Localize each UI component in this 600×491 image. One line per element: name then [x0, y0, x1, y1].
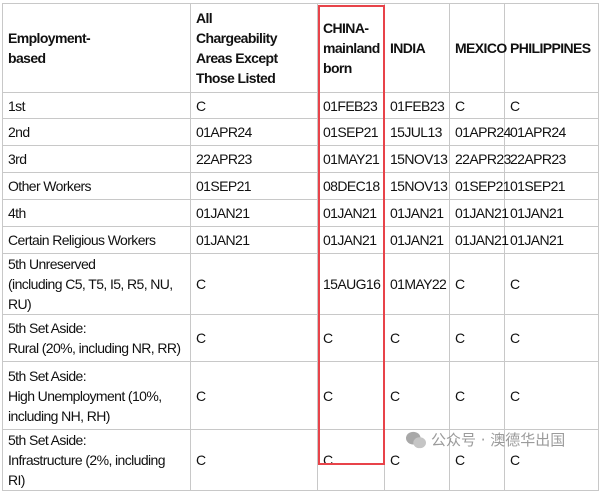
header-all-areas: All Chargeability Areas Except Those Lis…: [190, 3, 318, 93]
cell-value: C: [449, 92, 505, 119]
cell-value: C: [384, 361, 450, 430]
cell-value: 01JAN21: [384, 199, 450, 227]
cell-value: 01JAN21: [504, 226, 599, 254]
cell-value: 08DEC18: [317, 172, 385, 200]
cell-value: 01SEP21: [317, 118, 385, 146]
row-label-line: including NH, RH): [8, 407, 110, 424]
header-mexico: MEXICO: [449, 3, 507, 93]
cell-value: 22APR23: [504, 145, 599, 173]
table-row: 5th Unreserved (including C5, T5, I5, R5,…: [2, 253, 599, 315]
cell-value: C: [504, 253, 599, 315]
cell-value: C: [449, 314, 505, 362]
cell-value: 01JAN21: [504, 199, 599, 227]
row-label: 5th Set Aside: Infrastructure (2%, includ…: [2, 429, 191, 491]
header-text: Employment-based: [8, 30, 91, 66]
cell-value: C: [449, 253, 505, 315]
cell-value: C: [190, 253, 318, 315]
watermark: 公众号 · 澳德华出国: [405, 429, 565, 450]
header-row: Employment-based All Chargeability Areas…: [2, 3, 599, 93]
cell-value: 01JAN21: [449, 199, 509, 227]
cell-value: C: [317, 314, 385, 362]
cell-value: 15JUL13: [384, 118, 450, 146]
cell-value: C: [504, 314, 599, 362]
table-row: 3rd 22APR23 01MAY21 15NOV13 22APR23 22APR23: [2, 145, 599, 173]
wechat-icon: [406, 431, 426, 448]
cell-value: 01APR24: [190, 118, 318, 146]
watermark-text: 公众号 · 澳德华出国: [431, 431, 566, 449]
cell-value: C: [190, 361, 318, 430]
header-category: Employment-based: [2, 3, 191, 93]
cell-value: 15NOV13: [384, 145, 450, 173]
cell-value: 01APR24: [449, 118, 511, 146]
cell-value: 15AUG16: [317, 253, 385, 315]
row-label: 4th: [2, 199, 191, 227]
cell-value: C: [190, 314, 318, 362]
cell-value: C: [317, 429, 385, 491]
cell-value: C: [190, 429, 318, 491]
cell-value: 01JAN21: [190, 226, 318, 254]
header-philippines: PHILIPPINES: [504, 3, 599, 93]
cell-value: C: [449, 361, 505, 430]
row-label: 2nd: [2, 118, 191, 146]
row-label: 5th Set Aside: Rural (20%, including NR, …: [2, 314, 191, 362]
cell-value: 01APR24: [504, 118, 599, 146]
row-label-line: 5th Set Aside:: [8, 367, 87, 384]
table-row: Other Workers 01SEP21 08DEC18 15NOV13 01SEP2…: [2, 172, 599, 200]
header-text: All Chargeability Areas Except Those Lis…: [196, 10, 278, 86]
cell-value: 01JAN21: [190, 199, 318, 227]
cell-value: 01JAN21: [317, 226, 385, 254]
row-label: 3rd: [2, 145, 191, 173]
cell-value: 15NOV13: [384, 172, 450, 200]
cell-value: 01SEP21: [449, 172, 511, 200]
cell-value: C: [384, 314, 450, 362]
cell-value: C: [190, 92, 318, 119]
header-india: INDIA: [384, 3, 450, 93]
cell-value: 01JAN21: [317, 199, 385, 227]
row-label: 5th Unreserved (including C5, T5, I5, R5,…: [2, 253, 191, 315]
cell-value: C: [504, 361, 599, 430]
cell-value: 01JAN21: [384, 226, 450, 254]
header-text: CHINA-mainland born: [323, 20, 380, 76]
row-label: Other Workers: [2, 172, 191, 200]
cell-value: 01JAN21: [449, 226, 509, 254]
visa-bulletin-table: Employment-based All Chargeability Areas…: [2, 3, 599, 491]
row-label-line: (including C5, T5, I5, R5, NU, RU): [8, 276, 173, 312]
cell-value: 01FEB23: [384, 92, 450, 119]
cell-value: C: [504, 92, 599, 119]
row-label: 5th Set Aside: High Unemployment (10%, inc…: [2, 361, 191, 430]
cell-value: 01MAY21: [317, 145, 385, 173]
cell-value: 01FEB23: [317, 92, 385, 119]
row-label-line: High Unemployment (10%,: [8, 387, 162, 404]
header-china: CHINA-mainland born: [317, 3, 385, 93]
table-row: Certain Religious Workers 01JAN21 01JAN21 0…: [2, 226, 599, 254]
row-label: Certain Religious Workers: [2, 226, 191, 254]
table-row: 1st C 01FEB23 01FEB23 C C: [2, 92, 599, 119]
row-label-line: Rural (20%, including NR, RR): [8, 340, 181, 356]
table-row: 5th Set Aside: Rural (20%, including NR, …: [2, 314, 599, 362]
row-label-line: 5th Set Aside:: [8, 320, 87, 336]
cell-value: 22APR23: [190, 145, 318, 173]
row-label: 1st: [2, 92, 191, 119]
row-label-line: 5th Set Aside:: [8, 432, 87, 448]
table-row: 4th 01JAN21 01JAN21 01JAN21 01JAN21 01JAN21: [2, 199, 599, 227]
cell-value: 01SEP21: [504, 172, 599, 200]
cell-value: 01SEP21: [190, 172, 318, 200]
table-row: 2nd 01APR24 01SEP21 15JUL13 01APR24 01APR24: [2, 118, 599, 146]
cell-value: 01MAY22: [384, 253, 450, 315]
cell-value: 22APR23: [449, 145, 511, 173]
row-label-line: Infrastructure (2%, including RI): [8, 452, 166, 488]
table-row: 5th Set Aside: High Unemployment (10%, inc…: [2, 361, 599, 430]
cell-value: C: [317, 361, 385, 430]
row-label-line: 5th Unreserved: [8, 256, 96, 272]
